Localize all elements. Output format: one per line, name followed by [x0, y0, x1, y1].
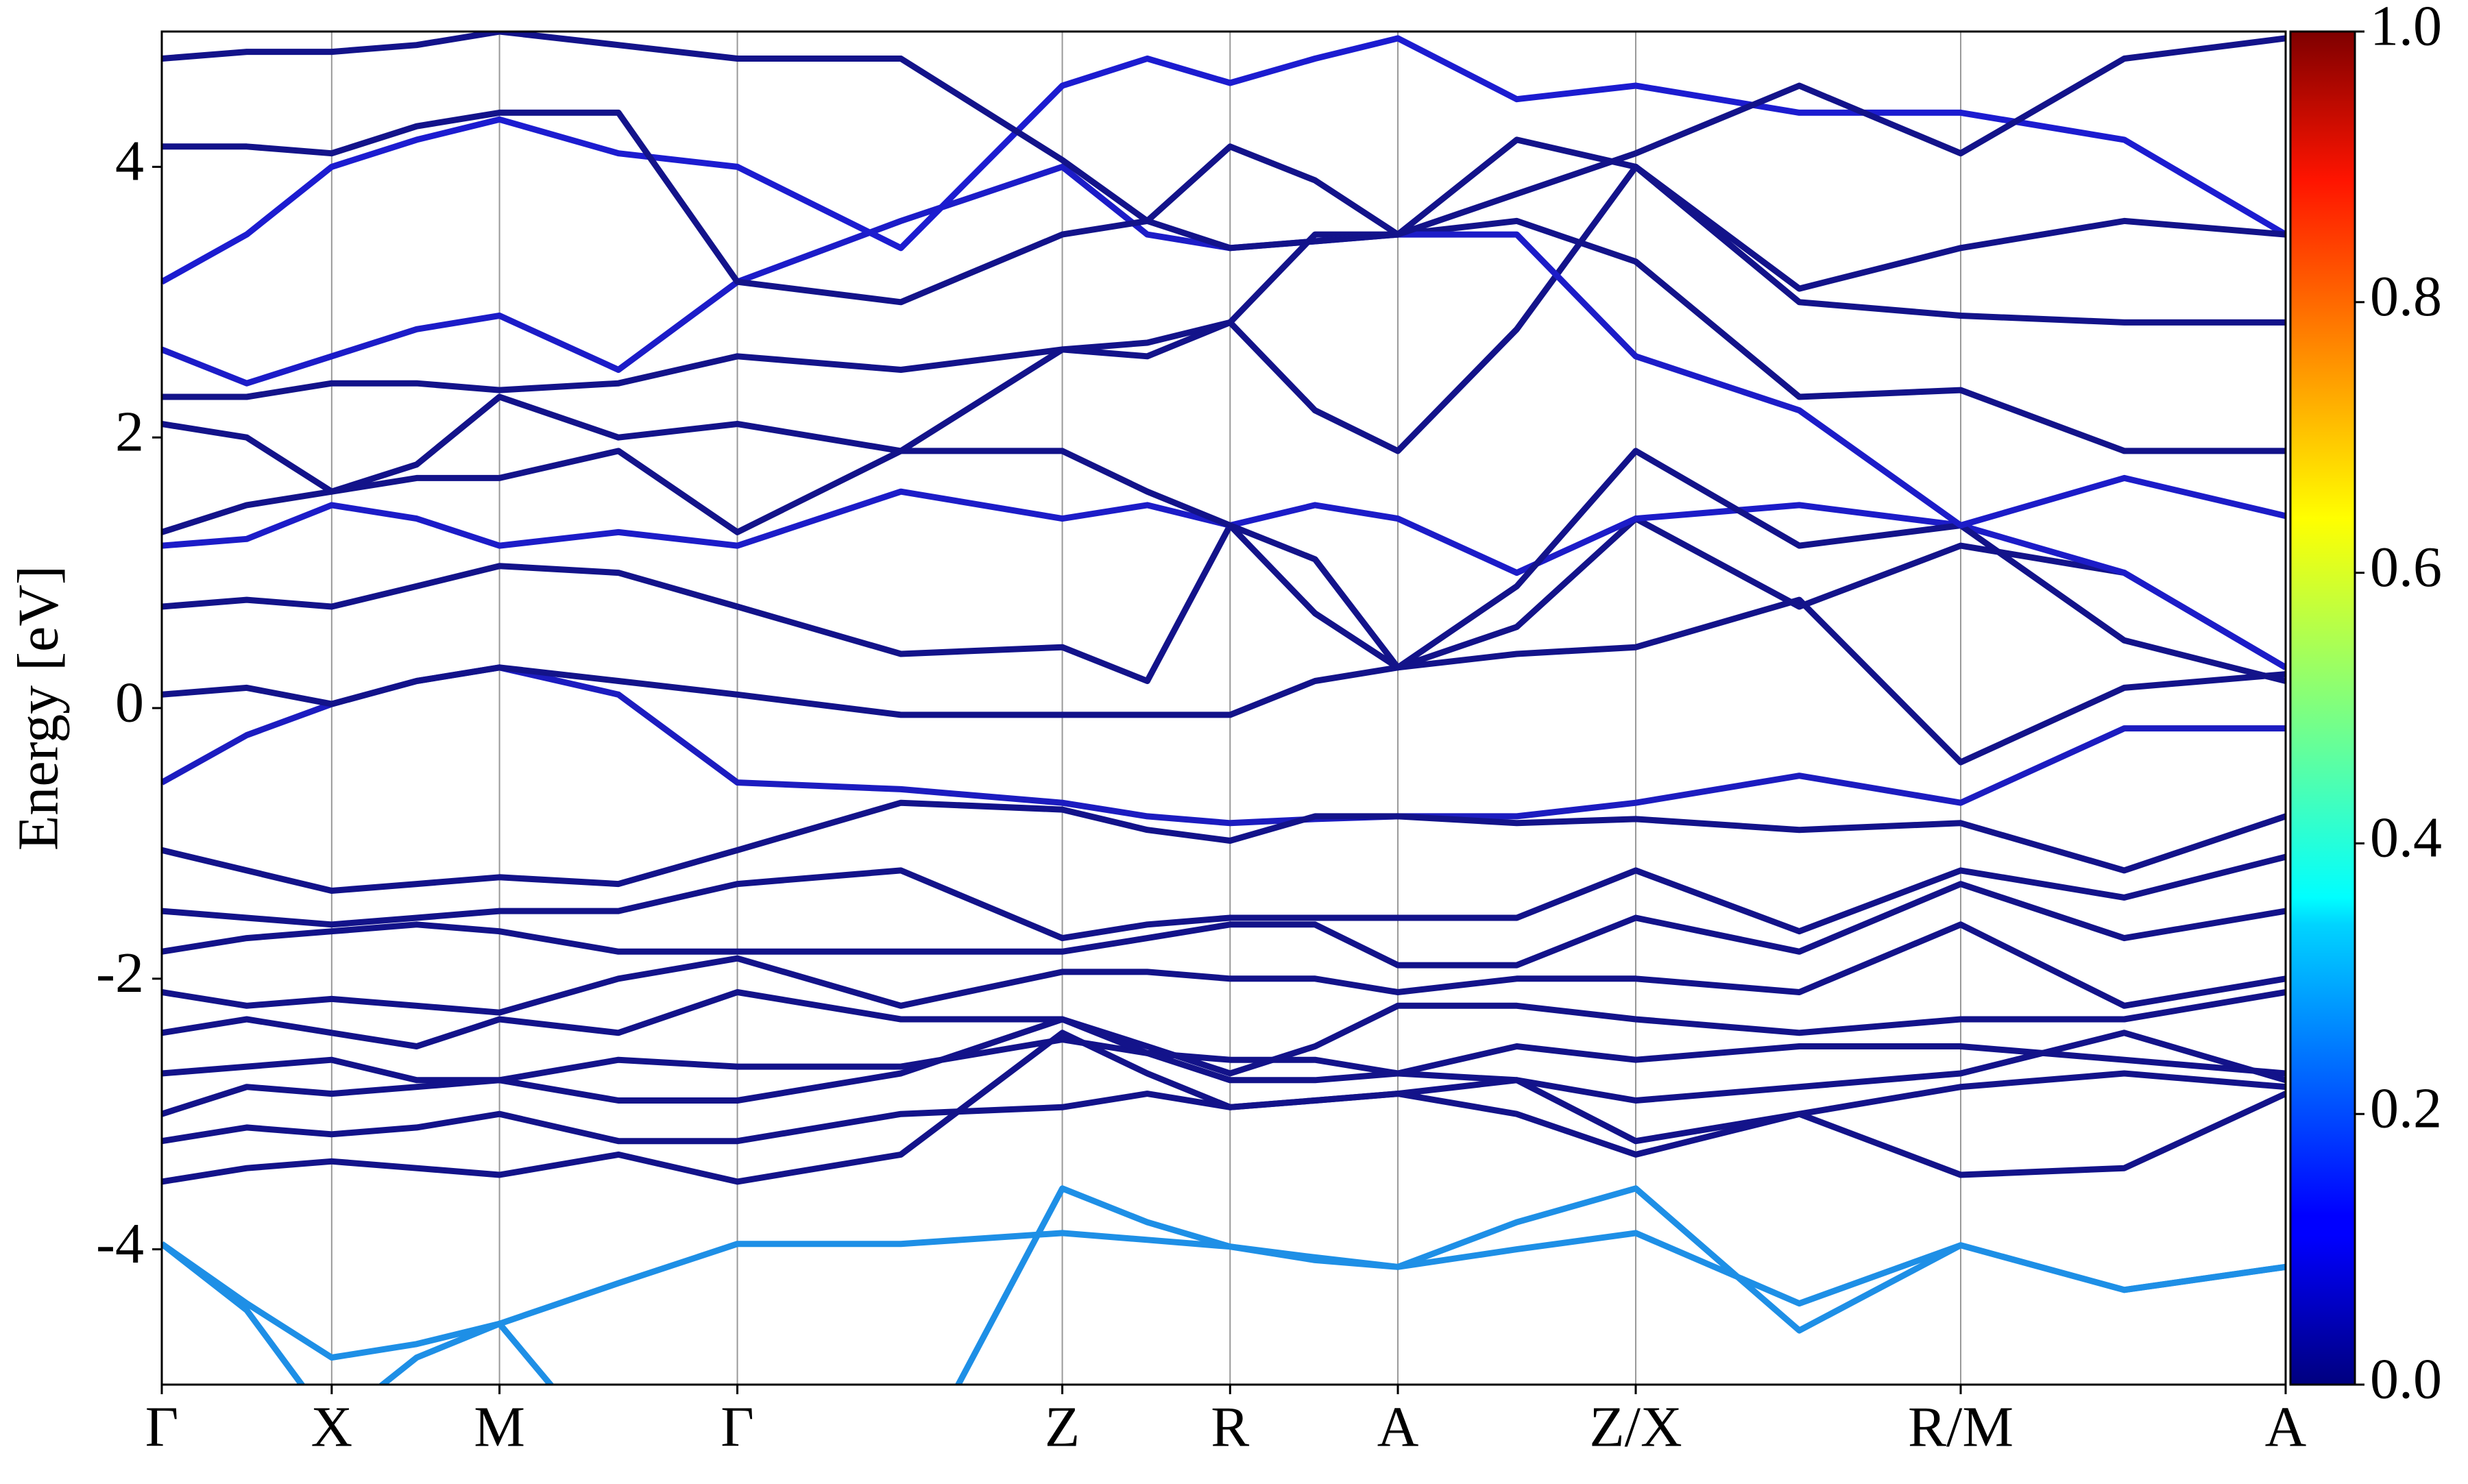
band-line: [162, 448, 2286, 684]
band-line: [162, 109, 2286, 306]
colorbar: [2289, 30, 2356, 1386]
band-line: [162, 32, 2286, 238]
band-line: [162, 853, 2286, 942]
band-line: [162, 799, 2286, 894]
y-tick-label: 2: [115, 400, 144, 463]
band-line: [162, 163, 2286, 528]
x-tick-label: Z: [1045, 1395, 1080, 1459]
y-tick-label: -4: [96, 1212, 144, 1276]
x-tick-label: R: [1211, 1395, 1249, 1459]
x-tick-label: X: [311, 1395, 353, 1459]
x-tick-label: Γ: [721, 1395, 754, 1459]
x-tick-label: A: [1377, 1395, 1419, 1459]
colorbar-tick-label: 0.2: [2370, 1076, 2442, 1140]
x-tick-label: Z/X: [1589, 1395, 1682, 1459]
band-line: [162, 989, 2286, 1077]
colorbar-tick-label: 1.0: [2370, 0, 2442, 58]
band-line: [162, 1030, 2286, 1185]
y-tick-label: 0: [115, 670, 144, 734]
colorbar-tick-label: 0.4: [2370, 806, 2442, 870]
x-tick-label: R/M: [1908, 1395, 2013, 1459]
x-tick-label: A: [2265, 1395, 2307, 1459]
y-axis-label: Energy [eV]: [6, 565, 70, 851]
band-line: [162, 217, 2286, 454]
y-tick-label: 4: [115, 130, 144, 193]
band-line: [162, 596, 2286, 766]
band-line: [162, 1016, 2286, 1117]
band-line: [162, 488, 2286, 670]
band-line: [162, 163, 2286, 495]
grid: [161, 32, 2286, 1385]
band-line: [162, 35, 2286, 285]
plot-frame: [160, 30, 2287, 1386]
band-line: [162, 1185, 2286, 1385]
band-line: [162, 881, 2286, 969]
colorbar-tick-label: 0.8: [2370, 265, 2442, 328]
bands: [162, 32, 2286, 1385]
x-tick-label: M: [474, 1395, 525, 1459]
band-line: [162, 1230, 2286, 1361]
axes: -4 -2 0 2 4 Γ X M Γ Z R A Z/X R/M A 0.0 0.2 0.4 0.6 0.8 1.0: [96, 0, 2442, 1459]
band-line: [162, 921, 2286, 1016]
band-line: [162, 515, 2286, 684]
y-tick-label: -2: [96, 941, 144, 1005]
x-tick-label: Γ: [145, 1395, 179, 1459]
band-line: [162, 664, 2286, 827]
colorbar-tick-label: 0.6: [2370, 535, 2442, 599]
colorbar-tick-label: 0.0: [2370, 1347, 2442, 1411]
